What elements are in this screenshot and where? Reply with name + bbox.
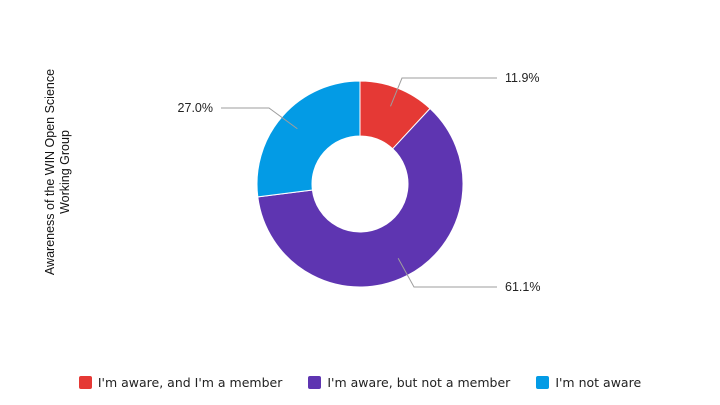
y-axis-label: Awareness of the WIN Open Science Working… bbox=[43, 69, 72, 275]
chart-legend: I'm aware, and I'm a member I'm aware, bu… bbox=[0, 375, 720, 390]
leader-line bbox=[390, 77, 497, 107]
legend-swatch bbox=[308, 376, 322, 389]
slice-value-label: 27.0% bbox=[178, 101, 213, 115]
legend-item: I'm aware, but not a member bbox=[308, 375, 510, 390]
y-axis-label-line: Working Group bbox=[58, 130, 72, 214]
slice-value-label: 11.9% bbox=[505, 71, 540, 85]
donut-slice bbox=[256, 80, 361, 198]
leader-lines bbox=[221, 77, 497, 288]
legend-item: I'm not aware bbox=[536, 375, 641, 390]
donut-slice bbox=[257, 107, 464, 288]
legend-item: I'm aware, and I'm a member bbox=[78, 375, 283, 390]
legend-label: I'm not aware bbox=[555, 375, 642, 390]
leader-line bbox=[397, 258, 497, 288]
y-axis-label-line: Awareness of the WIN Open Science bbox=[43, 69, 57, 275]
legend-swatch bbox=[536, 376, 550, 389]
donut-slices bbox=[256, 80, 464, 288]
legend-swatch bbox=[78, 376, 92, 389]
legend-label: I'm aware, but not a member bbox=[327, 375, 511, 390]
leader-line bbox=[221, 107, 298, 130]
slice-value-label: 61.1% bbox=[505, 280, 540, 294]
legend-label: I'm aware, and I'm a member bbox=[97, 375, 283, 390]
slice-value-labels: 11.9% 61.1% 27.0% bbox=[178, 71, 541, 294]
